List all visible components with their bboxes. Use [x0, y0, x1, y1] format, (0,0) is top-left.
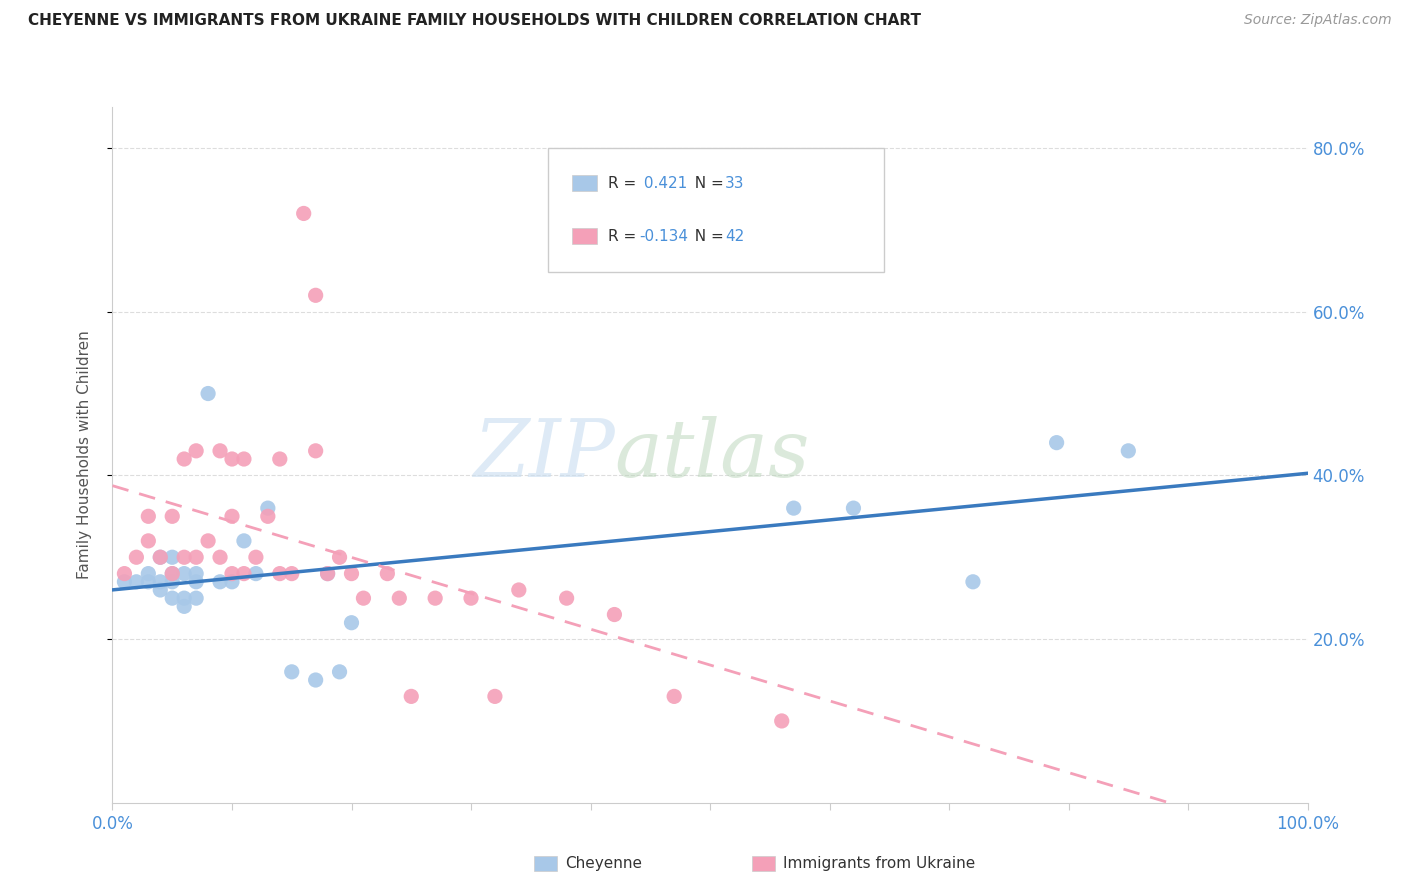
Point: [484, 690, 506, 704]
Point: [269, 566, 291, 581]
Text: R =: R =: [609, 176, 641, 191]
Point: [138, 533, 160, 548]
Point: [281, 566, 304, 581]
Point: [149, 582, 172, 597]
Point: [316, 566, 339, 581]
Point: [162, 509, 183, 524]
Point: [460, 591, 482, 606]
Text: Immigrants from Ukraine: Immigrants from Ukraine: [783, 856, 976, 871]
Point: [149, 574, 172, 589]
Point: [186, 443, 208, 458]
Point: [208, 550, 231, 565]
Point: [603, 607, 626, 622]
Point: [316, 566, 339, 581]
Y-axis label: Family Households with Children: Family Households with Children: [77, 331, 91, 579]
Point: [388, 591, 411, 606]
Point: [232, 566, 256, 581]
Point: [340, 566, 363, 581]
Point: [186, 566, 208, 581]
Point: [138, 566, 160, 581]
Point: [328, 550, 352, 565]
Point: [257, 501, 280, 516]
Point: [162, 591, 183, 606]
Point: [149, 550, 172, 565]
Point: [186, 550, 208, 565]
Text: 42: 42: [725, 228, 744, 244]
Point: [221, 509, 243, 524]
Point: [328, 665, 352, 679]
Point: [173, 566, 195, 581]
Point: [186, 591, 208, 606]
Point: [138, 509, 160, 524]
Point: [221, 452, 243, 467]
Point: [292, 206, 315, 220]
Point: [162, 550, 183, 565]
Text: -0.134: -0.134: [640, 228, 688, 244]
Point: [173, 452, 195, 467]
Text: CHEYENNE VS IMMIGRANTS FROM UKRAINE FAMILY HOUSEHOLDS WITH CHILDREN CORRELATION : CHEYENNE VS IMMIGRANTS FROM UKRAINE FAMI…: [28, 13, 921, 29]
Point: [232, 533, 256, 548]
Point: [138, 574, 160, 589]
Point: [149, 550, 172, 565]
Point: [782, 501, 804, 516]
Point: [162, 566, 183, 581]
Text: R =: R =: [609, 228, 641, 244]
Point: [245, 566, 267, 581]
Point: [173, 599, 195, 614]
Point: [401, 690, 423, 704]
Point: [245, 550, 267, 565]
Point: [304, 443, 326, 458]
Text: N =: N =: [686, 228, 730, 244]
Point: [962, 574, 984, 589]
Point: [221, 566, 243, 581]
Point: [555, 591, 578, 606]
Text: atlas: atlas: [614, 417, 810, 493]
Point: [1045, 435, 1069, 450]
Point: [197, 533, 219, 548]
Point: [304, 288, 326, 302]
Point: [173, 591, 195, 606]
Point: [304, 673, 326, 687]
Point: [269, 452, 291, 467]
Text: 0.421: 0.421: [640, 176, 688, 191]
Point: [770, 714, 793, 728]
Point: [281, 665, 304, 679]
Point: [125, 550, 148, 565]
Point: [114, 566, 135, 581]
Point: [340, 615, 363, 630]
Point: [173, 550, 195, 565]
Point: [1116, 443, 1139, 458]
Text: Cheyenne: Cheyenne: [565, 856, 643, 871]
Point: [425, 591, 447, 606]
Point: [162, 566, 183, 581]
Point: [221, 574, 243, 589]
Text: Source: ZipAtlas.com: Source: ZipAtlas.com: [1244, 13, 1392, 28]
Point: [186, 574, 208, 589]
Point: [125, 574, 148, 589]
Point: [114, 574, 135, 589]
Text: N =: N =: [686, 176, 730, 191]
Point: [842, 501, 865, 516]
Point: [208, 443, 231, 458]
Point: [508, 582, 530, 597]
Point: [377, 566, 399, 581]
Text: ZIP: ZIP: [472, 417, 614, 493]
Point: [208, 574, 231, 589]
Point: [352, 591, 374, 606]
Text: 33: 33: [725, 176, 744, 191]
Point: [257, 509, 280, 524]
Point: [162, 574, 183, 589]
Point: [232, 452, 256, 467]
Point: [664, 690, 686, 704]
Point: [197, 386, 219, 401]
